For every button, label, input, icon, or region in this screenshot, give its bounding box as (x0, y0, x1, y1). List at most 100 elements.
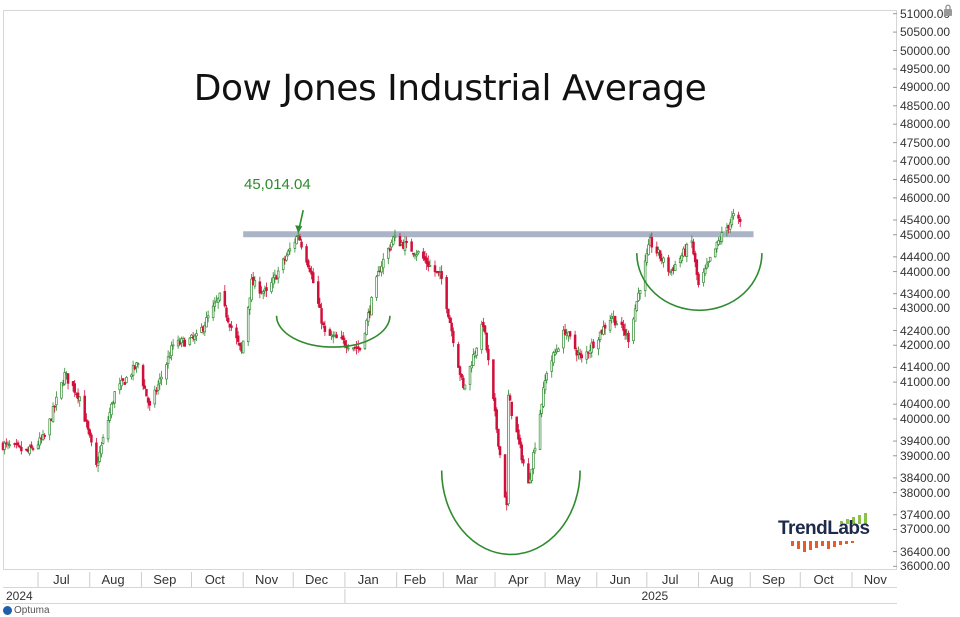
candle-body (158, 378, 162, 384)
candle-body (603, 324, 607, 329)
lock-icon[interactable] (943, 4, 953, 16)
candle-body (155, 390, 158, 392)
candle-body (193, 335, 197, 340)
candle-body (120, 379, 123, 387)
candle-body (522, 459, 525, 464)
candle-body (230, 325, 233, 328)
candle-body (113, 391, 116, 404)
candle-body (38, 437, 41, 446)
candle-body (100, 445, 103, 455)
candle-body (703, 268, 707, 275)
y-tick-label: 40000.00 (900, 411, 951, 426)
candle-body (311, 272, 315, 284)
logo-bar-down (791, 541, 794, 546)
candle-body (458, 366, 462, 375)
y-tick-label: 51000.00 (900, 6, 951, 21)
y-tick-label: 42400.00 (900, 323, 951, 338)
candle-body (375, 276, 378, 298)
candle-body (620, 321, 624, 325)
candle-body (323, 325, 327, 332)
y-tick-label: 43400.00 (900, 286, 951, 301)
candle-body (713, 248, 717, 258)
candle-body (573, 334, 577, 350)
candle-body (235, 327, 238, 339)
candle-body (226, 317, 230, 323)
candle-body (447, 308, 450, 318)
candle-body (563, 329, 567, 336)
y-tick-label: 47000.00 (900, 154, 951, 169)
y-tick-label: 38000.00 (900, 485, 951, 500)
candle-body (702, 271, 705, 283)
candle-body (73, 383, 76, 393)
candle-body (450, 322, 453, 332)
candle-body (737, 214, 740, 219)
candle-body (410, 241, 413, 252)
candle-body (647, 244, 650, 255)
x-tick-label: Nov (863, 572, 887, 587)
candle-body (270, 282, 273, 292)
candle-body (417, 251, 420, 254)
candle-body (530, 468, 533, 481)
candle-body (405, 241, 408, 243)
candle-body (497, 428, 500, 447)
candle-body (156, 384, 160, 391)
candle-body (637, 292, 640, 301)
candle-body (437, 270, 440, 274)
candle-body (78, 396, 81, 402)
logo-bar-down (821, 541, 824, 546)
y-tick-label: 49000.00 (900, 80, 951, 95)
logo-bar-down (851, 541, 854, 543)
candle-body (88, 429, 91, 436)
candle-body (540, 403, 543, 414)
candle-body (550, 360, 553, 372)
y-tick-label: 39400.00 (900, 434, 951, 449)
candle-body (203, 325, 207, 333)
candle-body (622, 324, 625, 331)
candle-body (250, 278, 253, 301)
candle-body (472, 354, 475, 366)
y-tick-label: 36400.00 (900, 544, 951, 559)
logo-bar-down (827, 541, 830, 549)
candle-body (85, 419, 88, 422)
candle-body (707, 261, 710, 264)
y-tick-label: 45400.00 (900, 213, 951, 227)
candle-body (293, 241, 297, 249)
candle-body (552, 352, 555, 364)
x-tick-label: Oct (813, 572, 834, 587)
candle-body (48, 418, 51, 436)
candle-body (61, 383, 65, 386)
candle-body (403, 241, 407, 251)
candle-body (608, 320, 612, 331)
x-tick-label: May (556, 572, 581, 587)
candle-body (613, 315, 617, 326)
candle-body (495, 409, 498, 430)
candle-body (30, 444, 33, 448)
candle-body (440, 271, 443, 279)
candle-body (205, 317, 208, 328)
candle-body (690, 240, 694, 243)
candle-body (470, 365, 473, 369)
candle-body (632, 318, 635, 342)
candle-body (276, 270, 280, 279)
candle-body (118, 383, 122, 391)
candle-body (633, 308, 637, 322)
candle-body (542, 387, 545, 407)
candle-body (390, 242, 393, 248)
candle-body (305, 246, 308, 263)
candle-body (643, 260, 647, 291)
candle-body (165, 364, 168, 380)
candle-body (562, 329, 565, 349)
candle-body (638, 290, 642, 294)
candle-body (615, 323, 619, 326)
candle-body (475, 347, 478, 356)
candle-body (121, 378, 125, 381)
rounding-arc-3 (636, 253, 763, 311)
candle-body (28, 446, 31, 454)
candle-body (253, 280, 257, 287)
candle-body (705, 263, 709, 269)
candle-body (123, 381, 127, 385)
candle-body (667, 257, 670, 272)
logo-bar-down (803, 541, 806, 552)
candle-body (510, 401, 513, 416)
optuma-logo-icon (3, 606, 12, 615)
